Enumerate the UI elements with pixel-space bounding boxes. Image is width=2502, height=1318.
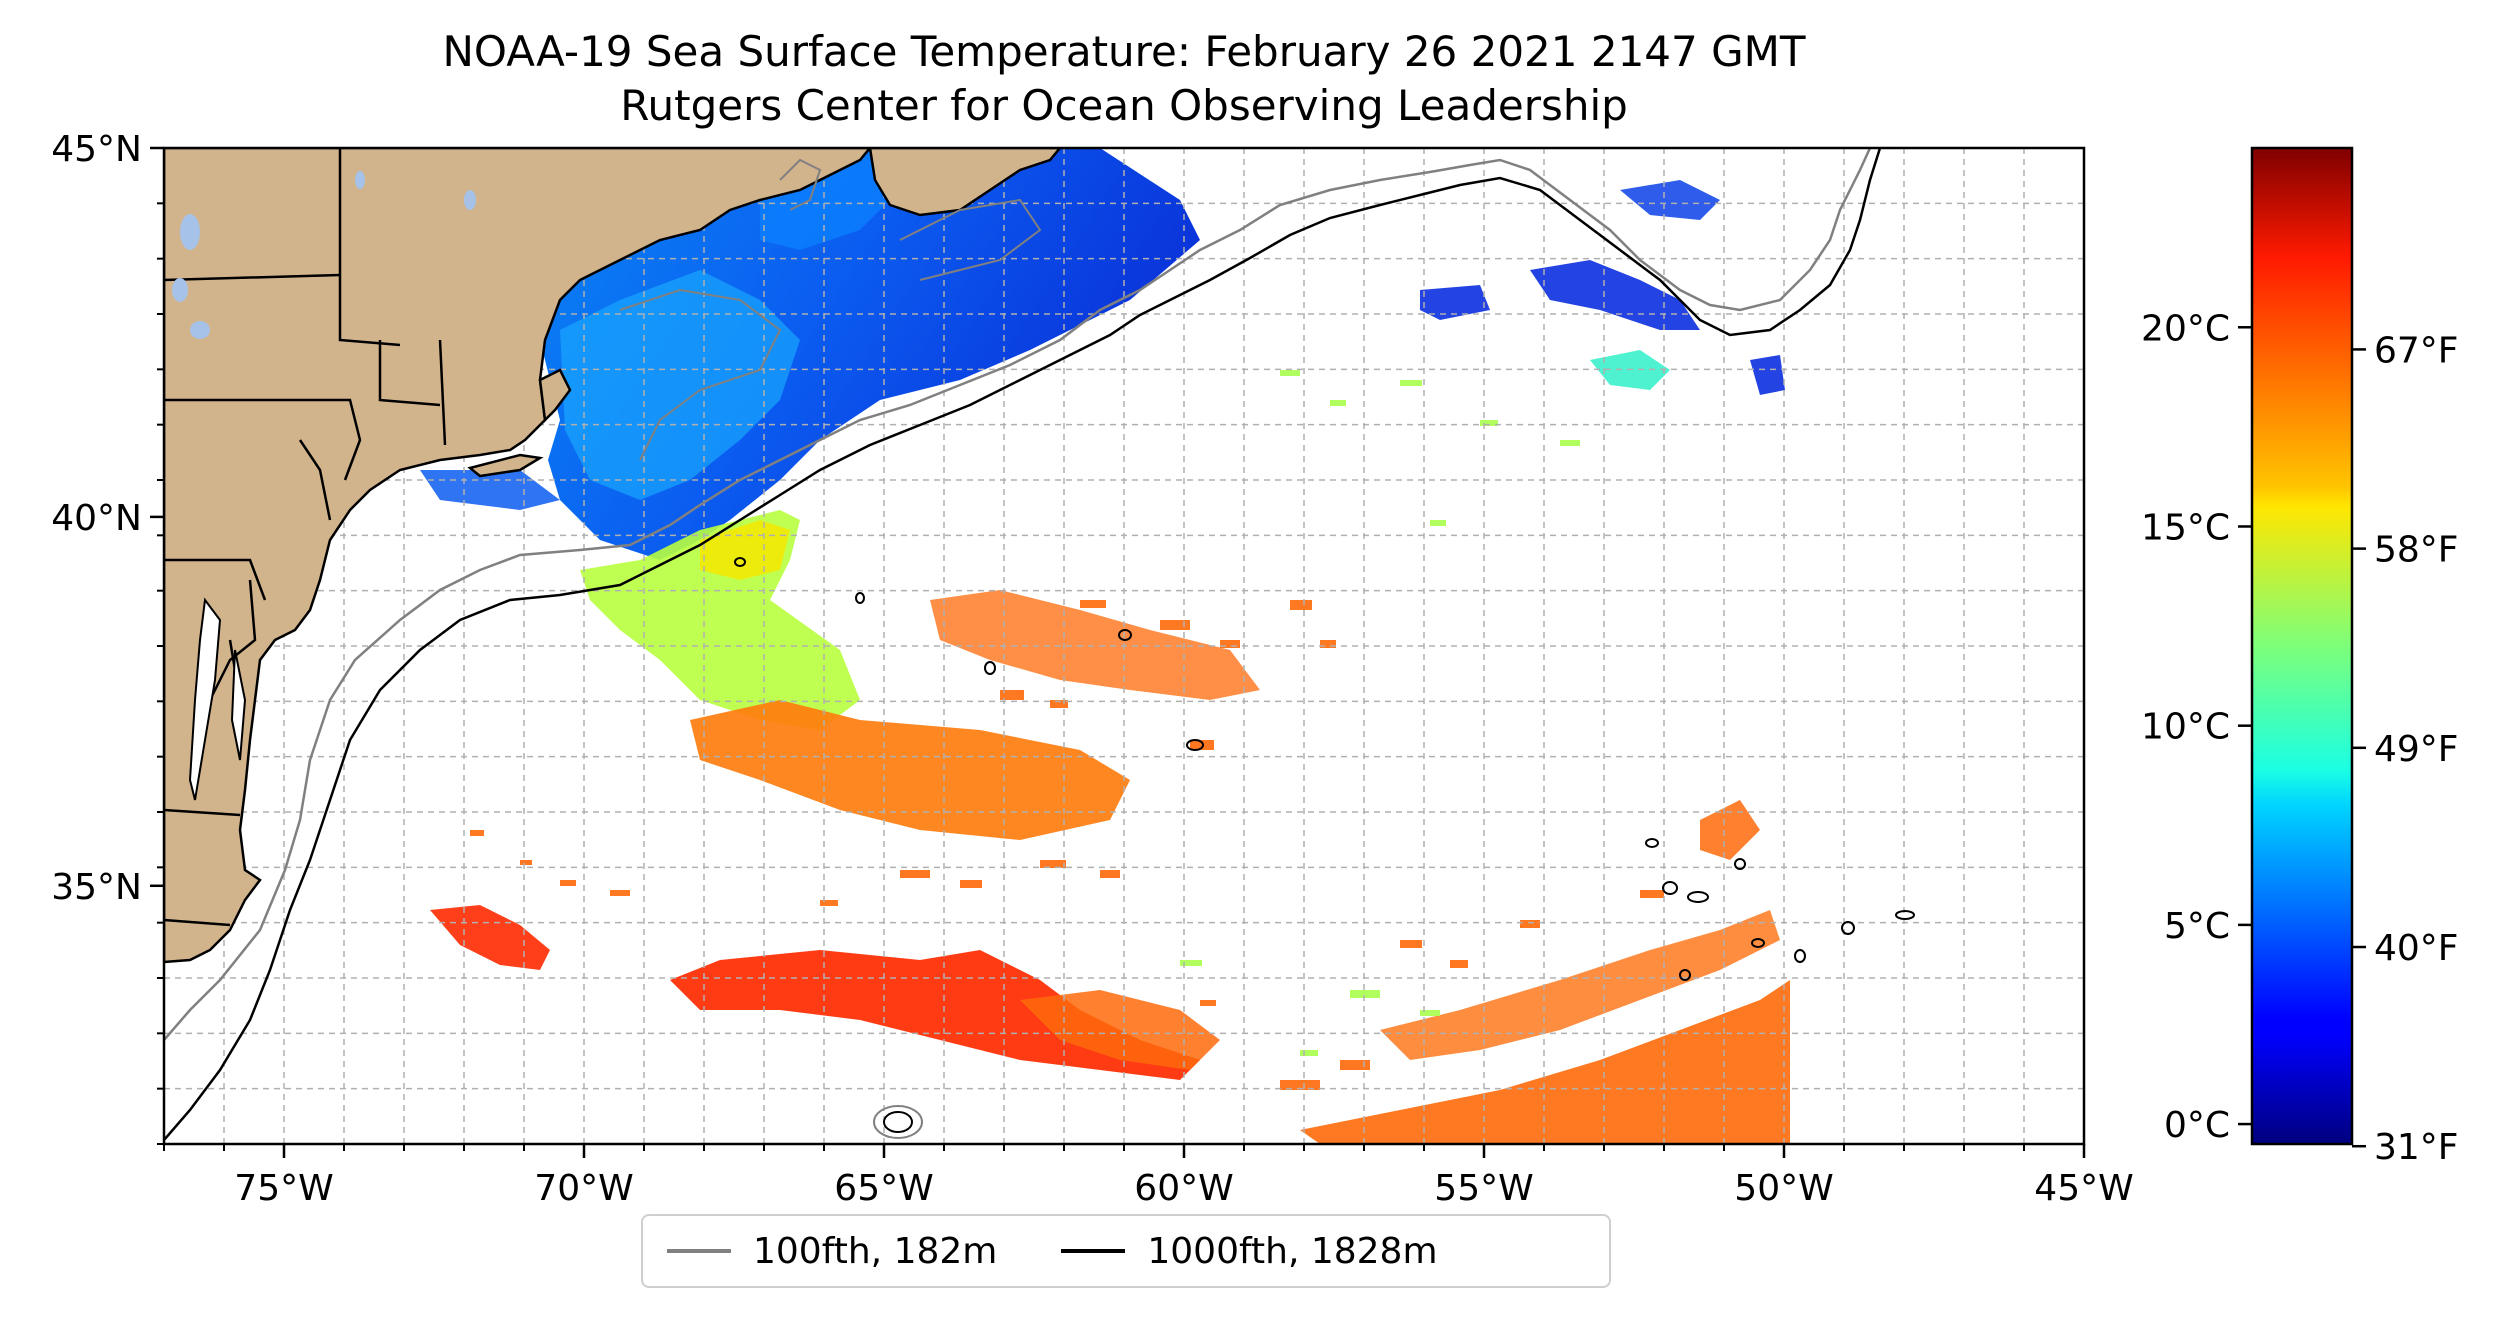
colorbar (2250, 146, 2354, 1146)
map-title: NOAA-19 Sea Surface Temperature: Februar… (442, 27, 1806, 76)
legend-label-1000fth: 1000fth, 1828m (1147, 1230, 1438, 1272)
sst-field (420, 148, 1790, 1144)
sst-slope-yellow-green (580, 510, 860, 730)
sst-gulfstream-orange-center (930, 590, 1260, 700)
lon-tick-label: 65°W (834, 1168, 933, 1209)
fahrenheit-tick-label: 40°F (2374, 928, 2459, 969)
fahrenheit-tick-label: 58°F (2374, 530, 2459, 571)
sst-scattered-orange-flecks (470, 600, 1664, 1090)
latitude-axis: 45°N 40°N 35°N (51, 129, 164, 1145)
land-northeast-us (164, 148, 872, 964)
map-area (164, 148, 2084, 1144)
seamounts (734, 557, 1915, 1139)
land-long-island (467, 453, 544, 478)
lat-tick-label: 35°N (51, 867, 142, 908)
legend-item-1000fth: 1000fth, 1828m (1037, 1230, 1438, 1272)
land-cape-cod (538, 368, 572, 423)
sst-southeast-streaks (1380, 910, 1780, 1060)
legend: 100fth, 182m 1000fth, 1828m (641, 1214, 1611, 1288)
sst-red-band-south (670, 950, 1200, 1080)
lat-tick-label: 45°N (51, 129, 142, 170)
lon-tick-label: 60°W (1134, 1168, 1233, 1209)
celsius-tick-label: 0°C (2164, 1105, 2230, 1146)
sst-east-blue-patch-2 (1420, 285, 1490, 320)
legend-line-100fth (667, 1249, 731, 1253)
celsius-tick-label: 5°C (2164, 906, 2230, 947)
legend-line-1000fth (1061, 1249, 1126, 1253)
lon-tick-label: 55°W (1434, 1168, 1533, 1209)
sst-east-orange-patch (1700, 800, 1760, 860)
longitude-axis: 75°W 70°W 65°W 60°W 55°W 50°W 45°W (163, 1144, 2134, 1209)
land-nova-scotia (868, 148, 1062, 217)
lon-tick-label: 45°W (2034, 1168, 2133, 1209)
sst-scattered-green-flecks (1180, 370, 1580, 1056)
sst-east-blue-patch-4 (1620, 180, 1720, 220)
celsius-tick-label: 15°C (2141, 507, 2230, 548)
sst-gulf-of-maine-water (760, 150, 900, 250)
lon-tick-label: 70°W (534, 1168, 633, 1209)
lon-tick-label: 50°W (1734, 1168, 1833, 1209)
lon-tick-label: 75°W (234, 1168, 333, 1209)
fahrenheit-tick-label: 49°F (2374, 729, 2459, 770)
celsius-tick-label: 20°C (2141, 308, 2230, 349)
celsius-tick-label: 10°C (2141, 707, 2230, 748)
sst-red-patch-west (430, 905, 550, 970)
colorbar-fahrenheit-axis: 31°F 40°F 49°F 58°F 67°F (2352, 330, 2459, 1168)
map-subtitle: Rutgers Center for Ocean Observing Leade… (620, 81, 1628, 130)
fahrenheit-tick-label: 31°F (2374, 1127, 2459, 1168)
sst-southeast-orange (1300, 980, 1790, 1144)
isobath-interior-contours (619, 158, 1042, 461)
isobath-100fth-182m (164, 148, 1872, 1041)
fahrenheit-tick-label: 67°F (2374, 330, 2459, 371)
lakes (172, 171, 476, 339)
sst-east-blue-patch-3 (1750, 355, 1785, 395)
isobath-1000fth-1828m (164, 148, 1882, 1141)
sst-slope-yellow (700, 520, 790, 580)
sst-shelf-mid-water (560, 270, 800, 500)
sst-gulfstream-orange-north (690, 700, 1130, 840)
lat-tick-label: 40°N (51, 498, 142, 539)
legend-item-100fth: 100fth, 182m (643, 1231, 997, 1272)
sst-orange-band-south (1020, 990, 1220, 1070)
chesapeake-bay (188, 597, 247, 801)
colorbar-celsius-axis: 0°C 5°C 10°C 15°C 20°C (2141, 308, 2252, 1146)
legend-label-100fth: 100fth, 182m (753, 1230, 998, 1272)
sst-east-blue-patches (1530, 260, 1700, 330)
